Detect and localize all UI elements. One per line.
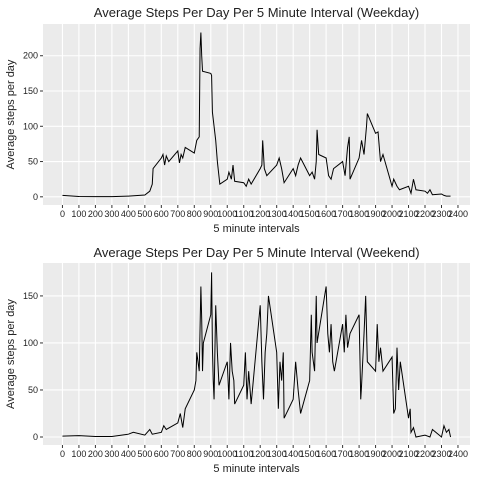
y-tick-label: 0 [33, 432, 38, 442]
x-tick-label: 1400 [283, 449, 303, 459]
y-tick-label: 50 [28, 157, 38, 167]
x-tick-label: 600 [154, 449, 169, 459]
x-tick-label: 200 [88, 449, 103, 459]
x-tick-label: 2000 [382, 209, 402, 219]
x-tick-label: 1400 [283, 209, 303, 219]
x-tick-label: 400 [121, 449, 136, 459]
x-tick-label: 800 [187, 449, 202, 459]
x-tick-label: 700 [170, 449, 185, 459]
x-tick-label: 500 [137, 449, 152, 459]
x-tick-label: 300 [104, 449, 119, 459]
y-tick-label: 200 [23, 51, 38, 61]
x-tick-label: 1100 [234, 209, 253, 219]
x-tick-label: 400 [121, 209, 136, 219]
x-tick-label: 0 [60, 449, 65, 459]
x-tick-label: 900 [203, 449, 218, 459]
x-tick-label: 2400 [448, 209, 468, 219]
x-tick-label: 1500 [300, 209, 320, 219]
x-tick-label: 700 [170, 209, 185, 219]
plot-panel [43, 24, 470, 205]
x-tick-label: 500 [137, 209, 152, 219]
data-line [62, 32, 451, 198]
x-tick-label: 1900 [366, 209, 386, 219]
x-tick-label: 1100 [234, 449, 253, 459]
x-axis-label: 5 minute intervals [213, 223, 300, 235]
x-tick-label: 1600 [316, 449, 336, 459]
x-tick-label: 2400 [448, 449, 468, 459]
x-tick-label: 1200 [250, 449, 270, 459]
x-tick-label: 1900 [366, 449, 386, 459]
y-tick-label: 100 [23, 338, 38, 348]
y-axis-label: Average steps per day [5, 299, 17, 409]
x-tick-label: 1000 [217, 449, 237, 459]
x-tick-label: 800 [187, 209, 202, 219]
chart-title: Average Steps Per Day Per 5 Minute Inter… [94, 5, 419, 20]
x-tick-label: 1700 [333, 209, 353, 219]
plot-panel [43, 263, 470, 445]
x-tick-label: 2300 [431, 209, 451, 219]
x-tick-label: 100 [71, 209, 86, 219]
x-tick-label: 1800 [349, 449, 369, 459]
x-tick-label: 1300 [267, 209, 287, 219]
x-tick-label: 2200 [415, 209, 435, 219]
x-tick-label: 2100 [399, 449, 419, 459]
x-tick-label: 1700 [333, 449, 353, 459]
x-tick-label: 2000 [382, 449, 402, 459]
data-line [62, 272, 452, 438]
x-tick-label: 1300 [267, 449, 287, 459]
y-tick-label: 150 [23, 291, 38, 301]
y-tick-label: 100 [23, 121, 38, 131]
x-tick-label: 1500 [300, 449, 320, 459]
x-tick-label: 2300 [431, 449, 451, 459]
x-tick-label: 1600 [316, 209, 336, 219]
y-axis-label: Average steps per day [5, 59, 17, 169]
x-tick-label: 1800 [349, 209, 369, 219]
x-axis-label: 5 minute intervals [213, 463, 300, 475]
x-tick-label: 2100 [399, 209, 419, 219]
x-tick-label: 900 [203, 209, 218, 219]
x-tick-label: 1000 [217, 209, 237, 219]
chart-title: Average Steps Per Day Per 5 Minute Inter… [93, 245, 419, 260]
x-tick-label: 600 [154, 209, 169, 219]
x-tick-label: 300 [104, 209, 119, 219]
x-tick-label: 100 [71, 449, 86, 459]
y-tick-label: 150 [23, 86, 38, 96]
x-tick-label: 0 [60, 209, 65, 219]
x-tick-label: 200 [88, 209, 103, 219]
x-tick-label: 2200 [415, 449, 435, 459]
y-tick-label: 50 [28, 385, 38, 395]
x-tick-label: 1200 [250, 209, 270, 219]
y-tick-label: 0 [33, 192, 38, 202]
